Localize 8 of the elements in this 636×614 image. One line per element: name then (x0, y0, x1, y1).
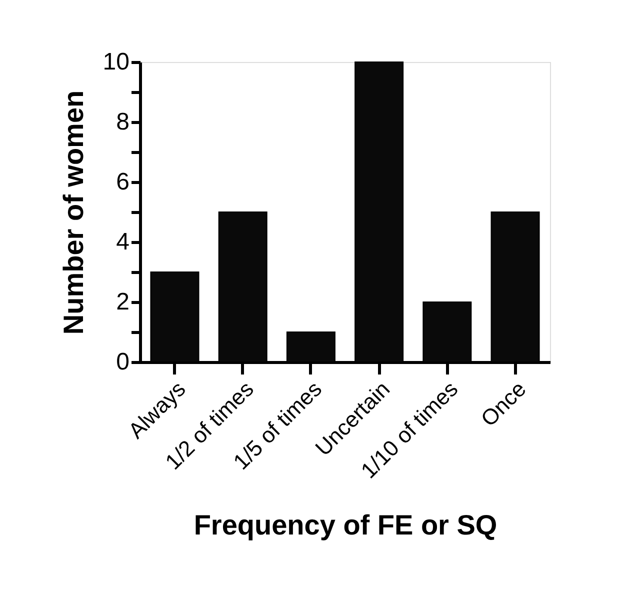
y-axis-title: Number of women (58, 90, 89, 335)
y-tick-label: 10 (102, 48, 130, 76)
y-tick-label: 2 (116, 288, 130, 316)
y-tick-label: 6 (116, 168, 130, 196)
y-tick-label: 0 (116, 348, 130, 376)
x-axis-title: Frequency of FE or SQ (194, 509, 498, 540)
y-tick-label: 8 (116, 108, 130, 136)
y-tick-label: 4 (116, 228, 130, 256)
